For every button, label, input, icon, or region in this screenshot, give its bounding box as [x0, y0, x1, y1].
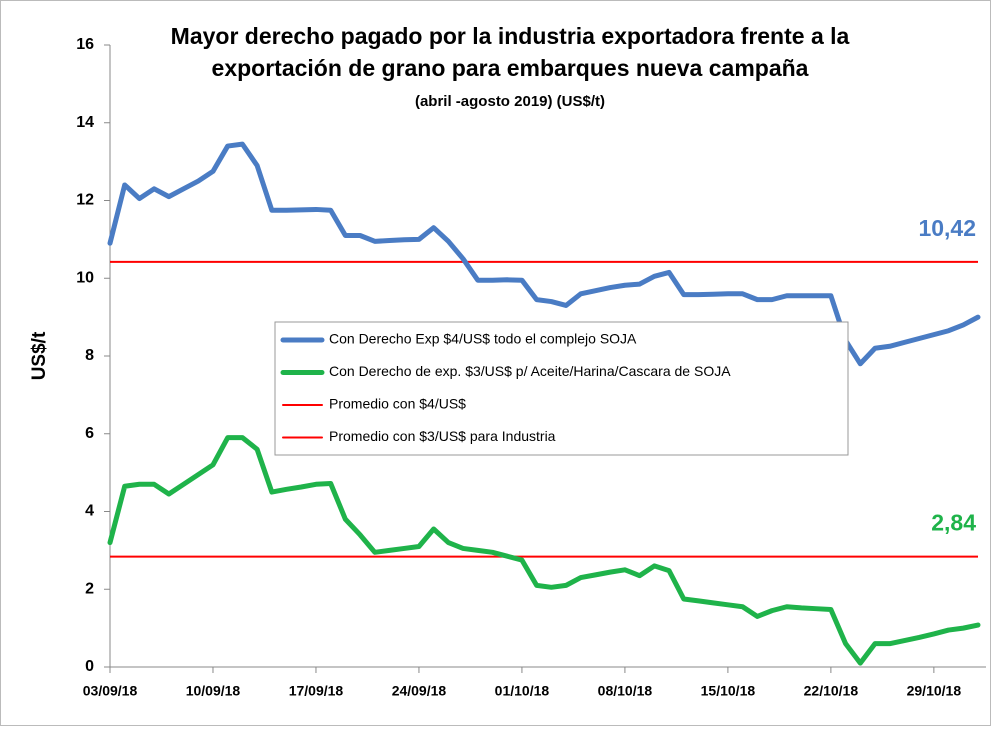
legend-label: Con Derecho de exp. $3/US$ p/ Aceite/Har…: [329, 363, 731, 379]
reference-label: 10,42: [918, 215, 976, 241]
x-tick-label: 17/09/18: [289, 683, 344, 699]
y-tick-label: 14: [76, 114, 94, 131]
x-tick-label: 10/09/18: [186, 683, 241, 699]
y-tick-label: 10: [76, 269, 94, 286]
x-tick-label: 24/09/18: [392, 683, 447, 699]
chart-title: exportación de grano para embarques nuev…: [212, 55, 809, 81]
y-tick-label: 8: [85, 347, 94, 364]
y-tick-label: 0: [85, 658, 94, 675]
legend-box: [274, 321, 849, 456]
y-tick-label: 4: [85, 503, 94, 520]
x-tick-label: 29/10/18: [907, 683, 962, 699]
x-tick-label: 03/09/18: [83, 683, 138, 699]
legend-label: Promedio con $3/US$ para Industria: [329, 428, 556, 444]
legend-label: Promedio con $4/US$: [329, 396, 466, 412]
legend-label: Con Derecho Exp $4/US$ todo el complejo …: [329, 331, 637, 347]
chart-subtitle: (abril -agosto 2019) (US$/t): [415, 93, 605, 110]
x-tick-label: 22/10/18: [804, 683, 859, 699]
chart-title: Mayor derecho pagado por la industria ex…: [171, 23, 850, 49]
x-tick-label: 01/10/18: [495, 683, 550, 699]
x-tick-label: 08/10/18: [598, 683, 653, 699]
y-tick-label: 16: [76, 36, 94, 53]
y-tick-label: 6: [85, 425, 94, 442]
y-tick-label: 12: [76, 192, 94, 209]
x-tick-label: 15/10/18: [701, 683, 756, 699]
y-tick-label: 2: [85, 580, 94, 597]
y-axis-label: US$/t: [29, 331, 50, 380]
series-line: [107, 435, 981, 666]
reference-label: 2,84: [931, 510, 976, 536]
series-line: [107, 141, 981, 367]
